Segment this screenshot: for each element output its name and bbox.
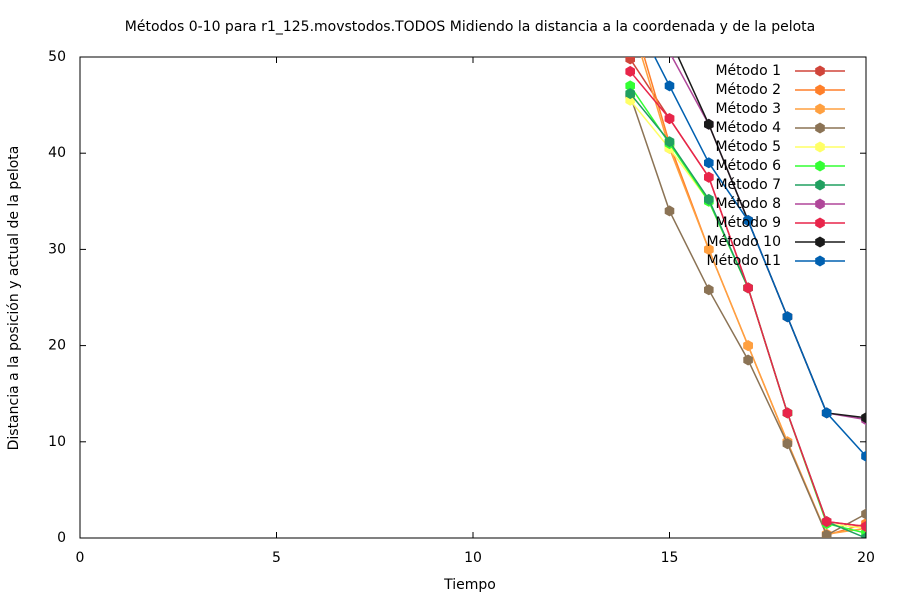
legend-label: Método 1 bbox=[715, 63, 781, 79]
data-point bbox=[664, 113, 675, 125]
y-axis-label: Distancia a la posición y actual de la p… bbox=[6, 146, 22, 451]
data-point bbox=[625, 65, 635, 77]
x-tick-label: 0 bbox=[76, 550, 85, 566]
data-point bbox=[704, 171, 714, 183]
data-point bbox=[625, 88, 635, 100]
data-point bbox=[861, 532, 866, 538]
data-point bbox=[664, 136, 675, 148]
legend-label: Método 3 bbox=[715, 101, 781, 117]
data-point bbox=[861, 450, 866, 462]
x-axis-label: Tiempo bbox=[443, 577, 496, 593]
x-tick-label: 10 bbox=[464, 550, 482, 566]
legend-label: Método 7 bbox=[715, 177, 781, 193]
x-tick-label: 15 bbox=[661, 550, 679, 566]
legend-marker bbox=[815, 122, 825, 134]
y-tick-label: 20 bbox=[48, 338, 66, 354]
y-tick-label: 10 bbox=[48, 434, 66, 450]
legend-marker bbox=[815, 103, 825, 115]
y-tick-label: 30 bbox=[48, 241, 66, 257]
data-point bbox=[861, 412, 866, 424]
y-tick-label: 40 bbox=[48, 145, 66, 161]
legend-label: Método 8 bbox=[715, 196, 781, 212]
legend-marker bbox=[815, 65, 825, 77]
data-point bbox=[821, 407, 832, 419]
data-point bbox=[704, 243, 714, 255]
legend-marker bbox=[815, 217, 825, 229]
legend-marker bbox=[815, 198, 825, 210]
chart-title: Métodos 0-10 para r1_125.movstodos.TODOS… bbox=[125, 19, 815, 35]
y-tick-label: 50 bbox=[48, 49, 66, 65]
legend-label: Método 2 bbox=[715, 82, 781, 98]
legend-label: Método 11 bbox=[707, 253, 781, 269]
legend-marker bbox=[815, 236, 825, 248]
data-point bbox=[704, 157, 714, 169]
data-point bbox=[625, 80, 635, 92]
legend-marker bbox=[815, 255, 825, 267]
data-point bbox=[782, 438, 793, 450]
legend-marker bbox=[815, 160, 825, 172]
legend-marker bbox=[815, 179, 825, 191]
legend-marker bbox=[815, 141, 825, 153]
data-point bbox=[704, 193, 714, 205]
data-point bbox=[664, 80, 675, 92]
data-point bbox=[861, 521, 866, 532]
legend-marker bbox=[815, 84, 825, 96]
plot-area bbox=[625, 57, 866, 538]
data-point bbox=[704, 284, 714, 296]
data-point bbox=[743, 215, 753, 226]
data-point bbox=[704, 118, 714, 130]
x-tick-label: 20 bbox=[857, 550, 875, 566]
data-point bbox=[743, 354, 753, 366]
data-point bbox=[782, 407, 793, 419]
data-point bbox=[743, 282, 753, 294]
y-tick-label: 0 bbox=[57, 530, 66, 546]
legend-label: Método 5 bbox=[715, 139, 781, 155]
data-point bbox=[861, 508, 866, 520]
data-point bbox=[782, 311, 793, 323]
data-point bbox=[625, 57, 635, 65]
x-tick-label: 5 bbox=[272, 550, 281, 566]
legend-label: Método 9 bbox=[715, 215, 781, 231]
legend-label: Método 10 bbox=[707, 234, 781, 250]
legend-label: Método 4 bbox=[715, 120, 781, 136]
data-point bbox=[664, 205, 675, 217]
legend-label: Método 6 bbox=[715, 158, 781, 174]
data-point bbox=[821, 529, 832, 538]
data-point bbox=[743, 340, 753, 352]
data-point bbox=[821, 516, 832, 528]
